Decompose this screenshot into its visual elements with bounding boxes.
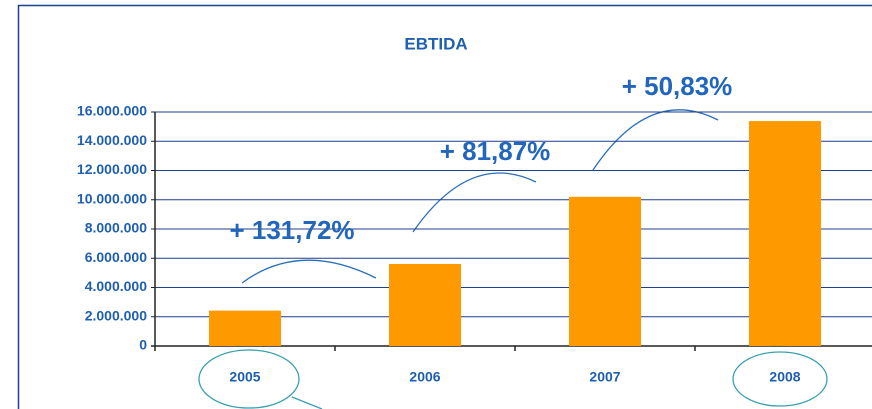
pointer (291, 396, 323, 409)
annotation: + 50,83% (622, 71, 733, 101)
arcs (241, 109, 719, 284)
y-tick-label: 4.000.000 (85, 278, 147, 294)
x-tick-label: 2007 (589, 369, 620, 385)
x-tick-label: 2005 (229, 369, 260, 385)
y-tick-label: 6.000.000 (85, 249, 147, 265)
circle (732, 351, 828, 407)
circles (198, 349, 828, 409)
bar (569, 196, 641, 346)
bar (749, 121, 821, 346)
arc (412, 172, 537, 233)
x-tick-label: 2006 (409, 369, 440, 385)
y-tick-label: 10.000.000 (77, 190, 147, 206)
y-tick-label: 14.000.000 (77, 132, 147, 148)
arc (241, 259, 377, 284)
arc (592, 109, 719, 171)
chart-title: EBTIDA (404, 34, 467, 53)
y-tick-label: 2.000.000 (85, 307, 147, 323)
y-tick-label: 12.000.000 (77, 161, 147, 177)
y-tick-label: 0 (139, 337, 147, 353)
bar (209, 310, 281, 346)
circle (198, 349, 300, 409)
x-tick-label: 2008 (769, 369, 800, 385)
y-tick-label: 16.000.000 (77, 103, 147, 119)
annotation: + 81,87% (440, 136, 551, 166)
annotation: + 131,72% (229, 215, 354, 245)
y-tick-label: 8.000.000 (85, 220, 147, 236)
bar (389, 263, 461, 346)
